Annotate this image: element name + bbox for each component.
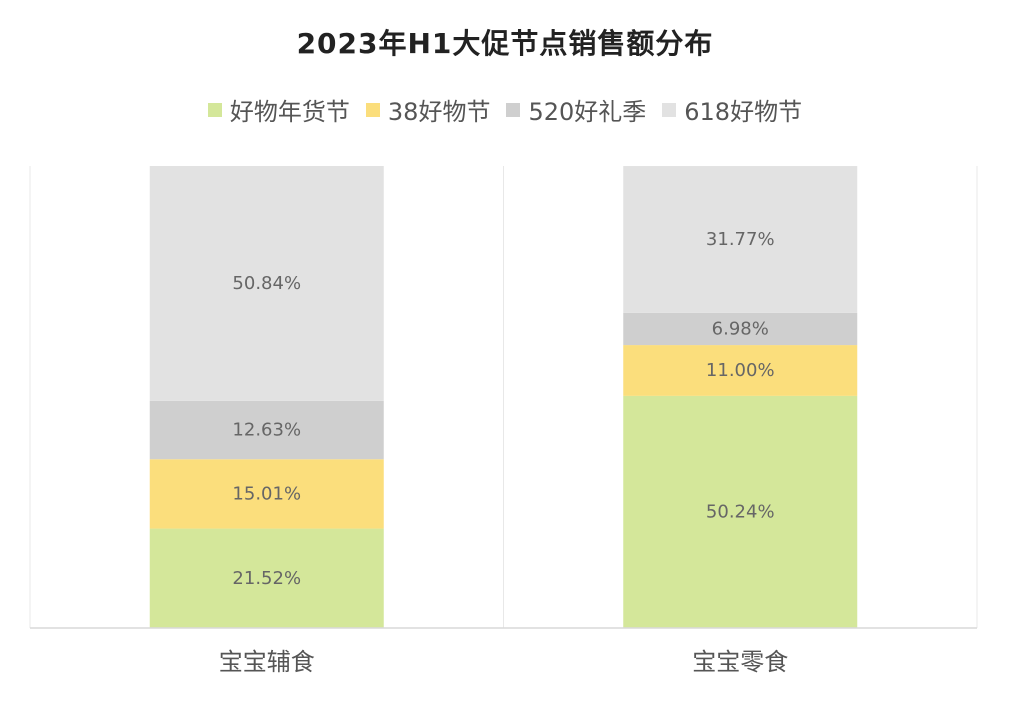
legend-label: 好物年货节	[229, 98, 350, 126]
data-label: 21.52%	[232, 568, 301, 589]
legend-label: 38好物节	[387, 98, 491, 126]
bar-segment	[623, 166, 858, 313]
bar-segment	[623, 312, 858, 346]
bar-segment	[149, 459, 384, 529]
bar-segment	[149, 400, 384, 460]
legend-label: 520好礼季	[528, 98, 647, 126]
bar-segment	[149, 528, 384, 628]
legend-swatch	[506, 102, 521, 117]
legend-label: 618好物节	[684, 98, 803, 126]
data-label: 50.84%	[232, 273, 301, 294]
bar-segment	[149, 166, 384, 401]
data-label: 31.77%	[706, 229, 775, 250]
data-label: 12.63%	[232, 420, 301, 441]
legend-item: 38好物节	[365, 92, 491, 127]
legend-item: 好物年货节	[207, 92, 350, 127]
data-label: 50.24%	[706, 501, 775, 522]
chart-title: 2023年H1大促节点销售额分布	[296, 27, 714, 60]
bar-segment	[623, 395, 858, 628]
data-label: 6.98%	[712, 318, 769, 339]
data-label: 15.01%	[232, 483, 301, 504]
bar-segment	[623, 345, 858, 396]
legend: 好物年货节 38好物节 520好礼季 618好物节	[0, 92, 1010, 127]
legend-swatch	[662, 102, 677, 117]
category-label: 宝宝辅食	[219, 648, 315, 676]
category-label: 宝宝零食	[692, 648, 788, 676]
data-label: 11.00%	[706, 360, 775, 381]
legend-swatch	[207, 102, 222, 117]
legend-item: 618好物节	[662, 92, 802, 127]
legend-item: 520好礼季	[506, 92, 646, 127]
legend-swatch	[365, 102, 380, 117]
